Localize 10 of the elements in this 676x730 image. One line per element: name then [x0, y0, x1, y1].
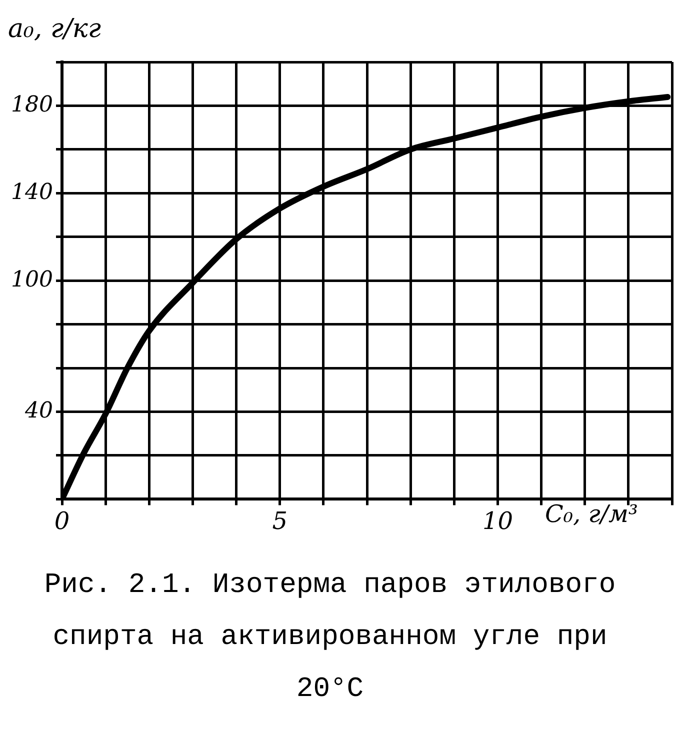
x-tick-label: 5 — [272, 506, 288, 535]
y-tick-label: 180 — [11, 92, 53, 118]
y-tick-label: 140 — [11, 180, 53, 205]
text: Рис. 2.1. Изотерма паров этилового спирта на активированном угле при 20°C — [43, 569, 617, 707]
x-tick-label: 10 — [482, 506, 513, 535]
x-axis-title: C₀, г/м³ — [545, 500, 638, 528]
x-tick-label: 0 — [54, 506, 70, 535]
y-axis-title: a₀, г/кг — [8, 14, 102, 44]
y-tick-label: 40 — [24, 398, 53, 424]
y-tick-label: 100 — [11, 267, 53, 292]
